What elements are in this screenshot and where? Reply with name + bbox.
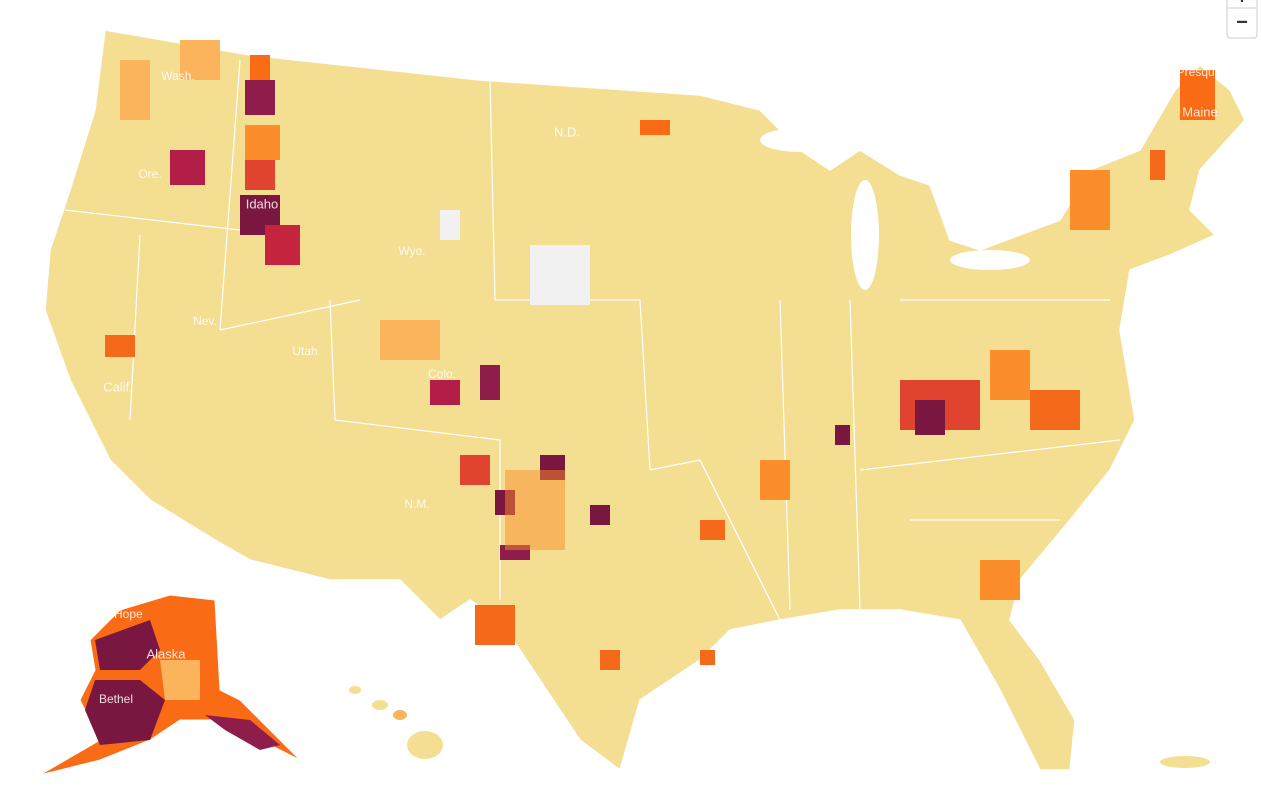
labels: Wash. Ore. Idaho Calif. Nev. Utah Wyo. C… [83, 65, 1243, 706]
label: Presque Isle [1177, 65, 1244, 79]
county-shading [105, 40, 1215, 670]
label: Calif. [103, 379, 133, 394]
lake [950, 250, 1030, 270]
puerto-rico [1160, 756, 1210, 768]
label: Alaska [146, 646, 186, 661]
label: Nev. [193, 314, 217, 328]
label: N.D. [554, 124, 580, 139]
label: N.M. [404, 497, 429, 511]
land [44, 29, 1246, 772]
label: Wash. [161, 69, 195, 83]
label: Utah [292, 344, 317, 358]
label: Idaho [246, 196, 279, 211]
zoom-in[interactable]: + [1236, 0, 1248, 8]
lake [851, 180, 879, 290]
label: Wyo. [398, 244, 425, 258]
lake [760, 128, 840, 152]
zoom-box [1226, 0, 1258, 39]
label: Colo. [428, 367, 456, 381]
label: Point Hope [83, 607, 143, 621]
lower-48 [44, 29, 1246, 772]
alaska [39, 594, 301, 776]
label: Bethel [99, 692, 133, 706]
hawaii [349, 686, 443, 759]
zoom-out[interactable]: − [1236, 11, 1248, 33]
label: Ore. [138, 167, 161, 181]
label: Maine [1182, 104, 1217, 119]
zoom-control: + − [1226, 0, 1258, 39]
